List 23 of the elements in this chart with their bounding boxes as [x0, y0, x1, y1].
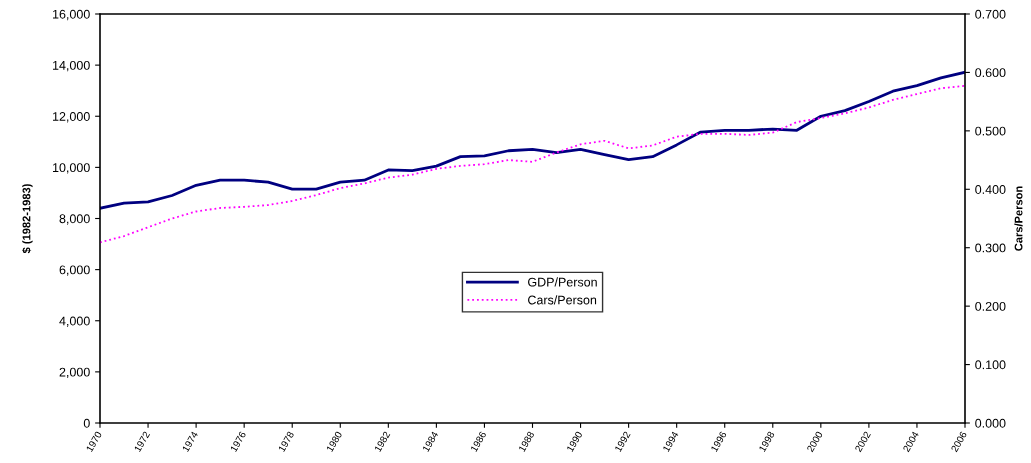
- legend-label: GDP/Person: [528, 277, 597, 287]
- line-series: [100, 84, 965, 244]
- y2-tick-label: 0.100: [975, 360, 1006, 370]
- y2-tick-label: 0.400: [975, 185, 1006, 194]
- y-tick-label: 12,000: [53, 112, 90, 123]
- y-tick-label: 10,000: [53, 163, 90, 174]
- y2-tick-label: 0.200: [975, 301, 1006, 311]
- y2-tick-label: 0.300: [975, 243, 1006, 253]
- y2-tick-label: 0.000: [975, 418, 1006, 428]
- y-axis-title: $ (1982-1983): [22, 184, 33, 254]
- y-tick-label: 8,000: [59, 214, 90, 225]
- y-tick-label: 4,000: [59, 316, 90, 327]
- y-tick-label: 16,000: [53, 9, 90, 21]
- y-tick-label: 0: [83, 418, 90, 428]
- y2-tick-label: 0.600: [975, 68, 1006, 78]
- y2-tick-label: 0.500: [975, 126, 1006, 136]
- y2-axis-title: Cars/Person: [1014, 186, 1023, 251]
- y-tick-label: 14,000: [53, 60, 90, 72]
- y-tick-label: 6,000: [59, 265, 90, 276]
- line-series: [100, 70, 965, 210]
- y2-tick-label: 0.700: [975, 9, 1006, 19]
- legend-label: Cars/Person: [528, 295, 597, 305]
- y-tick-label: 2,000: [59, 367, 90, 378]
